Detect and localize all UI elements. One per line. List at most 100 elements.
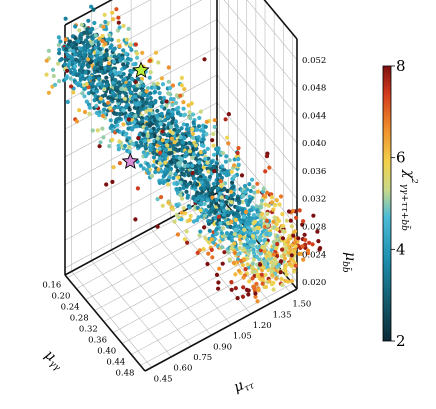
scatter-point [143, 144, 148, 149]
scatter-point [219, 205, 224, 211]
scatter-point [136, 136, 141, 141]
scatter-point [164, 139, 169, 144]
floor-grid-line [76, 206, 229, 289]
scatter-point [209, 237, 214, 242]
scatter-point [95, 49, 100, 55]
scatter-point [145, 134, 150, 139]
scatter-point [266, 203, 271, 208]
scatter-point [117, 116, 122, 121]
scatter-point [211, 181, 216, 186]
scatter-point [93, 39, 98, 44]
scatter-point [121, 108, 126, 113]
scatter-point [98, 96, 103, 101]
scatter-point [184, 150, 189, 155]
scatter-point [264, 154, 270, 159]
scatter-point [85, 34, 90, 40]
scatter-point [124, 37, 129, 42]
scatter-point [246, 248, 252, 254]
scatter-point [144, 126, 149, 131]
scatter-point [133, 113, 138, 118]
scatter-point [44, 58, 49, 63]
scatter-point [280, 236, 286, 241]
scatter-point [149, 134, 154, 139]
z-tick-label: 0.044 [302, 111, 326, 121]
scatter-point [173, 100, 179, 105]
scatter-point [191, 219, 196, 224]
scatter-point [93, 65, 98, 70]
scatter-point [159, 111, 164, 116]
scatter-point [186, 182, 191, 187]
scatter-point [288, 218, 293, 223]
scatter-point [232, 163, 237, 168]
scatter-point [140, 92, 146, 98]
scatter-point [101, 79, 106, 84]
z-tick-label: 0.040 [302, 139, 326, 149]
scatter-point [224, 173, 229, 178]
floor-grid-line [131, 272, 284, 355]
scatter-point [179, 126, 184, 131]
scatter-point [199, 150, 204, 155]
scatter-point [233, 272, 238, 277]
x-tick-label: 0.32 [79, 325, 98, 335]
scatter-point [132, 120, 137, 125]
scatter-point [150, 173, 155, 179]
scatter-point [257, 257, 262, 262]
scatter-point [166, 65, 171, 70]
scatter-point [190, 171, 195, 176]
scatter-point [181, 185, 186, 191]
scatter-point [213, 215, 218, 221]
scatter-point [163, 153, 168, 158]
scatter-point [127, 82, 132, 87]
scatter-point [248, 197, 253, 202]
scatter-point [218, 221, 223, 226]
floor-grid-line [130, 239, 212, 336]
scatter-point [186, 103, 191, 108]
scatter-point [190, 131, 196, 136]
scatter-point [259, 198, 265, 203]
scatter-point [85, 44, 91, 49]
scatter-point [87, 111, 92, 116]
scatter-point [271, 252, 276, 257]
scatter-point [73, 52, 78, 57]
scatter-point [97, 113, 102, 118]
scatter-point [214, 161, 220, 166]
scatter-point [211, 164, 217, 169]
scatter-point [100, 113, 106, 118]
scatter-point [160, 129, 165, 134]
scatter-point [196, 124, 202, 129]
scatter-point [223, 159, 228, 164]
scatter-point [114, 7, 119, 12]
scatter-point [233, 217, 238, 222]
scatter-point [148, 147, 153, 152]
scatter-point [104, 52, 109, 57]
scatter-point [292, 269, 297, 274]
scatter-point [202, 186, 207, 192]
scatter-point [72, 64, 78, 69]
x-tick-label: 0.28 [70, 314, 89, 324]
scatter-point [90, 36, 95, 41]
scatter-point [234, 228, 239, 233]
scatter-point [226, 112, 231, 117]
scatter-point [158, 95, 163, 101]
scatter-point [208, 163, 213, 168]
scatter-point [176, 175, 181, 180]
scatter-point [246, 292, 251, 297]
scatter-point [163, 147, 168, 152]
scatter-point [176, 105, 181, 110]
scatter-point [173, 119, 179, 124]
scatter-point [255, 189, 261, 194]
scatter-point [195, 250, 200, 255]
scatter-point [57, 47, 62, 52]
scatter-point [235, 296, 240, 301]
scatter-point [152, 118, 158, 123]
z-tick-label: 0.048 [302, 84, 326, 94]
scatter-point [144, 89, 149, 94]
scatter-point [133, 87, 138, 92]
scatter-point [129, 47, 134, 53]
scatter-point [110, 90, 115, 95]
scatter-point [244, 198, 249, 203]
scatter-point [289, 243, 294, 248]
x-tick-label: 0.40 [97, 347, 116, 357]
scatter-point [237, 268, 242, 273]
scatter-point [202, 149, 207, 154]
